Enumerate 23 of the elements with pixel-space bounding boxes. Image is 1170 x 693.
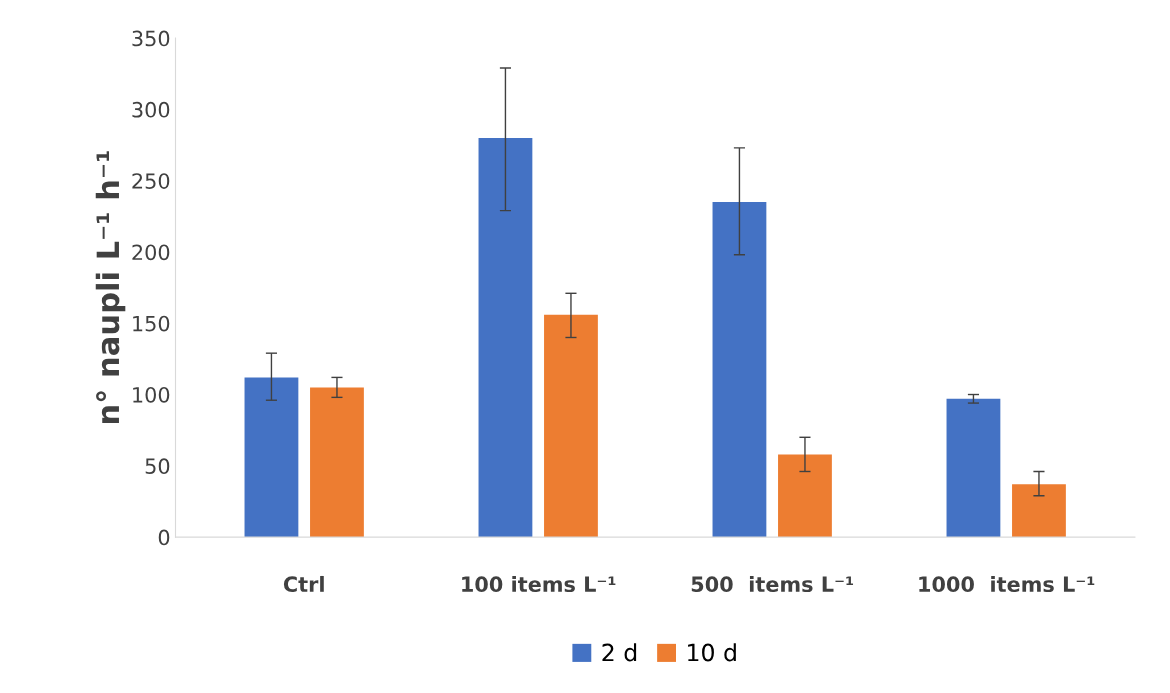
y-tick-label: 100	[133, 386, 170, 403]
legend-label: 2 d	[602, 643, 637, 662]
x-tick-label: 1000 items L⁻¹	[919, 575, 1095, 593]
x-tick-label: Ctrl	[283, 575, 324, 593]
y-tick-label: 350	[132, 30, 170, 47]
bar	[544, 314, 598, 538]
bar	[712, 202, 767, 538]
bar	[778, 454, 832, 538]
y-tick-label: 0	[158, 529, 170, 546]
legend-label: 10 d	[688, 643, 736, 662]
y-axis-title: n° naupli L⁻¹ h⁻¹	[95, 151, 126, 424]
x-tick-label: 500 items L⁻¹	[691, 575, 854, 593]
bar	[244, 377, 299, 538]
bar	[1012, 484, 1066, 538]
y-tick-label: 300	[132, 101, 170, 118]
bar	[310, 387, 364, 538]
x-tick-label: 100 items L⁻¹	[462, 575, 616, 593]
y-tick-label: 50	[145, 458, 170, 475]
bar	[478, 137, 533, 538]
y-tick-label: 250	[132, 173, 170, 189]
y-tick-label: 200	[132, 244, 170, 261]
y-tick-label: 150	[133, 315, 170, 332]
bar	[946, 398, 1001, 538]
